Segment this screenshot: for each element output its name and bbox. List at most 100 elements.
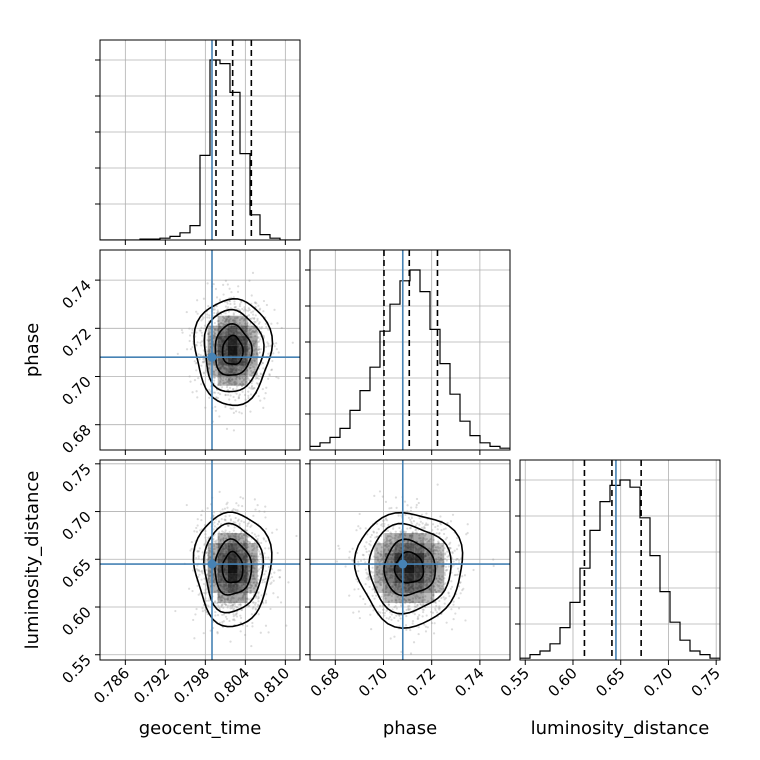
sample-point xyxy=(285,624,288,627)
sample-point xyxy=(438,559,441,562)
sample-point xyxy=(387,592,390,595)
sample-point xyxy=(205,568,208,572)
sample-point xyxy=(230,291,233,294)
sample-point xyxy=(262,299,266,303)
sample-point xyxy=(424,630,428,633)
sample-point xyxy=(382,597,385,600)
density-cell xyxy=(424,593,435,604)
sample-point xyxy=(437,540,440,543)
sample-point xyxy=(237,396,241,399)
sample-point xyxy=(417,501,420,505)
sample-point xyxy=(234,535,237,538)
sample-point xyxy=(232,507,235,511)
sample-point xyxy=(421,532,424,535)
sample-point xyxy=(237,396,240,400)
sample-point xyxy=(249,525,252,528)
sample-point xyxy=(231,509,234,512)
sample-point xyxy=(380,553,383,557)
sample-point xyxy=(427,539,430,542)
sample-point xyxy=(449,520,453,523)
sample-point xyxy=(207,551,211,555)
sample-point xyxy=(252,577,256,580)
sample-point xyxy=(425,583,428,586)
sample-point xyxy=(409,535,412,538)
sample-point xyxy=(424,552,428,556)
sample-point xyxy=(247,307,250,310)
sample-point xyxy=(443,598,446,601)
sample-point xyxy=(231,604,234,607)
sample-point xyxy=(380,523,383,527)
sample-point xyxy=(250,552,254,555)
sample-point xyxy=(258,326,261,329)
sample-point xyxy=(241,326,244,330)
sample-point xyxy=(251,621,254,625)
sample-point xyxy=(355,578,358,581)
sample-point xyxy=(225,318,228,321)
sample-point xyxy=(188,339,191,343)
sample-point xyxy=(216,598,220,601)
sample-point xyxy=(385,536,388,540)
sample-point xyxy=(434,601,437,605)
sample-point xyxy=(436,564,439,567)
sample-point xyxy=(249,584,253,587)
sample-point xyxy=(383,594,386,597)
sample-point xyxy=(428,578,431,581)
density-cell xyxy=(247,335,258,346)
sample-point xyxy=(204,592,207,595)
sample-point xyxy=(213,374,217,377)
sample-point xyxy=(246,321,250,325)
sample-point xyxy=(246,324,249,327)
sample-point xyxy=(219,375,222,378)
sample-point xyxy=(410,522,414,525)
sample-point xyxy=(403,534,407,537)
sample-point xyxy=(228,318,231,322)
sample-point xyxy=(225,315,228,318)
panel-frame xyxy=(99,249,301,451)
sample-point xyxy=(220,595,223,598)
sample-point xyxy=(252,601,255,604)
sample-point xyxy=(418,517,421,520)
sample-point xyxy=(199,592,202,595)
sample-point xyxy=(425,537,429,541)
sample-point xyxy=(387,523,390,527)
sample-point xyxy=(238,382,242,385)
sample-point xyxy=(248,353,252,356)
sample-point xyxy=(241,376,244,380)
sample-point xyxy=(238,411,241,414)
sample-point xyxy=(205,539,208,542)
sample-point xyxy=(426,626,429,629)
sample-point xyxy=(389,538,392,541)
sample-point xyxy=(249,589,252,593)
sample-point xyxy=(245,592,248,595)
sample-point xyxy=(381,579,384,582)
sample-point xyxy=(250,311,253,314)
sample-point xyxy=(216,596,220,600)
sample-point xyxy=(403,500,407,503)
sample-point xyxy=(240,535,244,538)
sample-point xyxy=(239,301,243,304)
sample-point xyxy=(222,322,225,325)
sample-point xyxy=(385,543,388,546)
sample-point xyxy=(413,602,417,605)
sample-point xyxy=(279,569,282,572)
sample-point xyxy=(215,350,219,353)
sample-point xyxy=(207,367,210,370)
sample-point xyxy=(208,325,212,328)
sample-point xyxy=(264,556,267,559)
sample-point xyxy=(386,545,389,549)
sample-point xyxy=(216,375,219,378)
sample-point xyxy=(256,352,259,355)
sample-point xyxy=(262,310,265,313)
sample-point xyxy=(411,620,415,623)
sample-point xyxy=(217,383,220,386)
sample-point xyxy=(445,536,449,539)
sample-point xyxy=(201,318,204,321)
sample-point xyxy=(217,604,220,607)
sample-point xyxy=(393,616,396,619)
sample-point xyxy=(221,315,225,318)
density-cell xyxy=(237,573,248,584)
sample-point xyxy=(424,581,427,584)
sample-point xyxy=(397,514,400,517)
sample-point xyxy=(218,334,221,337)
sample-point xyxy=(358,616,361,620)
